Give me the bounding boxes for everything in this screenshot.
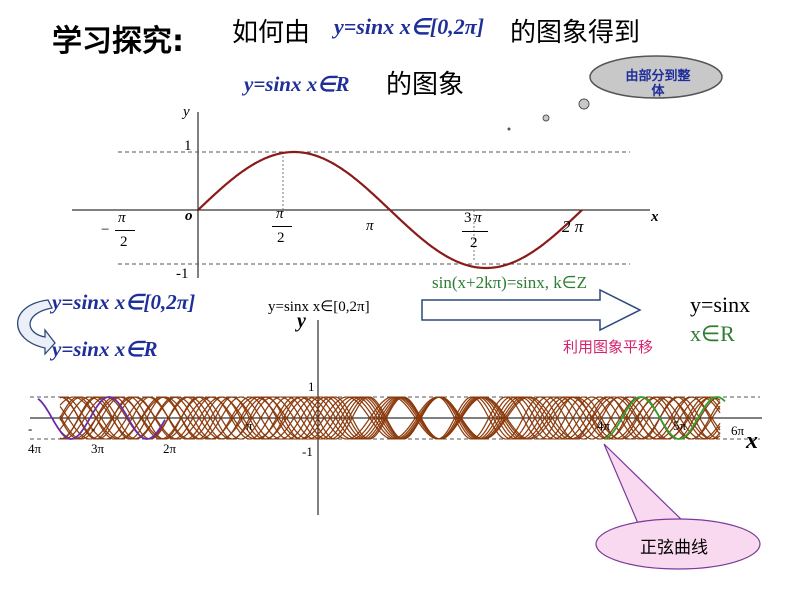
cloud-shape (507, 55, 723, 131)
top-tick-three-pi: π (474, 210, 482, 226)
translation-method: 利用图象平移 (563, 338, 654, 356)
result-line2: x∈R (690, 321, 735, 346)
question-prefix: 如何由 (232, 18, 311, 48)
page-title: 学习探究: (52, 24, 184, 59)
bottom-pos5pi: 5π (673, 418, 687, 433)
left-label-full: y=sinx x∈R (52, 337, 158, 361)
top-tick-pi: π (366, 218, 374, 234)
top-x-label: x (651, 209, 659, 225)
target-function: y=sinx x∈R (244, 72, 350, 96)
question-function: y=sinx x∈[0,2π] (334, 14, 485, 39)
cloud-label: 由部分到整体 (625, 69, 691, 99)
shifted-curve (59, 396, 721, 440)
purple-sine-curve (37, 396, 166, 440)
shifted-curves-band (59, 396, 721, 440)
top-tick-neg-one: -1 (176, 266, 189, 282)
top-tick-neg-den: 2 (120, 234, 128, 250)
bottom-pos4pi: 4π (597, 418, 611, 433)
shifted-curve (59, 396, 721, 440)
top-tick-three-den: 2 (470, 235, 478, 251)
bottom-x-label: x (746, 428, 758, 454)
shifted-curve (59, 396, 720, 440)
top-graph (72, 112, 650, 278)
big-arrow (421, 288, 642, 332)
bottom-neg4pi-sign: - (28, 421, 33, 436)
bottom-neg3pi: 3π (91, 441, 105, 456)
left-label-partial: y=sinx x∈[0,2π] (52, 290, 196, 314)
bottom-neg3pi-sign: - (91, 421, 96, 436)
bottom-y-label: y (297, 310, 306, 332)
callout-label: 正弦曲线 (640, 538, 708, 558)
top-tick-one: 1 (184, 138, 192, 154)
callout-shape (595, 443, 761, 570)
top-tick-neg-sign: − (101, 222, 110, 238)
bottom-graph (30, 320, 762, 515)
top-tick-halfpi-den: 2 (277, 230, 285, 246)
top-tick-three: 3 (464, 210, 472, 226)
bottom-neg4pi: 4π (28, 441, 42, 456)
shifted-curve (59, 396, 721, 440)
result-line1: y=sinx (690, 292, 751, 317)
bottom-tick-one: 1 (308, 379, 315, 394)
periodicity-identity: sin(x+2kπ)=sinx, k∈Z (432, 273, 587, 292)
bottom-tick-neg-one: -1 (302, 444, 313, 459)
target-suffix: 的图象 (386, 70, 465, 100)
top-tick-neg-pi: π (118, 210, 126, 226)
top-frac-bar-1 (115, 230, 135, 231)
question-suffix: 的图象得到 (510, 18, 641, 48)
partial-function-label: y=sinx x∈[0,2π] (268, 299, 370, 315)
top-sine-curve (197, 150, 583, 270)
curved-arrow (17, 299, 56, 356)
top-frac-bar-3 (462, 231, 488, 232)
bottom-pos-pi: π (246, 418, 253, 433)
top-origin-label: o (185, 208, 193, 224)
top-frac-bar-2 (272, 226, 292, 227)
green-sine-curve (604, 396, 726, 440)
top-tick-halfpi: π (276, 206, 284, 222)
top-tick-2pi: 2 π (562, 217, 584, 236)
shifted-curve (59, 396, 721, 440)
top-y-label: y (183, 104, 190, 120)
bottom-neg2pi: 2π (163, 441, 177, 456)
bottom-pos6pi: 6π (731, 423, 745, 438)
shifted-curve (59, 396, 721, 440)
